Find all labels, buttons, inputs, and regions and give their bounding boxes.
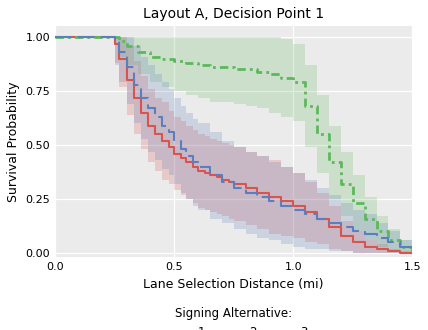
Y-axis label: Survival Probability: Survival Probability xyxy=(7,82,20,202)
Legend: 1, 2, 3: 1, 2, 3 xyxy=(155,303,312,330)
X-axis label: Lane Selection Distance (mi): Lane Selection Distance (mi) xyxy=(143,278,324,291)
Title: Layout A, Decision Point 1: Layout A, Decision Point 1 xyxy=(143,7,324,21)
